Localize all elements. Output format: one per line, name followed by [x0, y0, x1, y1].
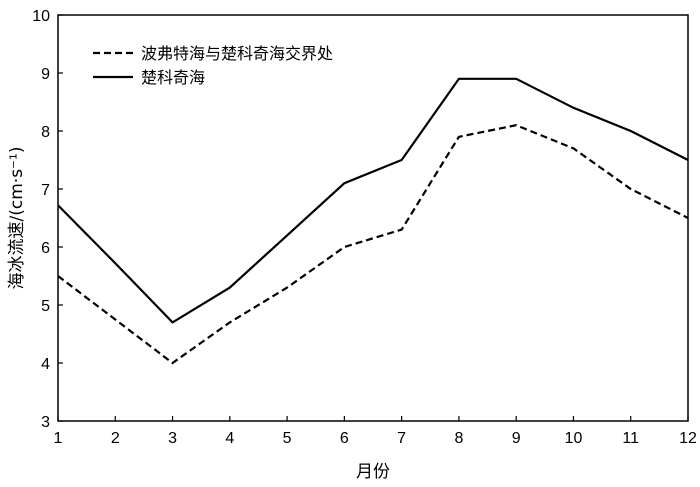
x-tick-label: 12 [679, 430, 697, 447]
x-tick-label: 7 [397, 430, 406, 447]
y-tick-label: 4 [41, 356, 50, 373]
y-tick-label: 9 [41, 66, 50, 83]
x-tick-label: 9 [512, 430, 521, 447]
y-tick-label: 5 [41, 298, 50, 315]
x-tick-label: 4 [225, 430, 234, 447]
y-tick-label: 6 [41, 240, 50, 257]
series-line-chukchi [57, 77, 689, 324]
y-axis: 3 4 5 6 7 8 9 10 [32, 8, 63, 431]
legend-label-chukchi: 楚科奇海 [141, 68, 205, 87]
x-tick-label: 5 [283, 430, 292, 447]
y-tick-label: 3 [41, 414, 50, 431]
y-tick-label: 10 [32, 8, 50, 25]
x-tick-label: 2 [111, 430, 120, 447]
y-tick-label: 7 [41, 182, 50, 199]
x-tick-label: 11 [622, 430, 639, 447]
x-tick-label: 1 [54, 430, 63, 447]
legend-label-boundary: 波弗特海与楚科奇海交界处 [141, 44, 333, 63]
x-tick-label: 3 [168, 430, 177, 447]
series-line-boundary [57, 124, 689, 365]
x-tick-label: 8 [454, 430, 463, 447]
x-tick-label: 10 [565, 430, 583, 447]
y-tick-label: 8 [41, 124, 50, 141]
legend: 波弗特海与楚科奇海交界处 楚科奇海 [93, 44, 333, 87]
x-tick-label: 6 [340, 430, 349, 447]
series-layer [57, 77, 689, 365]
x-axis-title: 月份 [356, 462, 390, 482]
y-axis-title: 海冰流速/(cm·s⁻¹) [7, 147, 27, 290]
x-axis: 1 2 3 4 5 6 7 8 9 10 11 12 [54, 416, 697, 447]
